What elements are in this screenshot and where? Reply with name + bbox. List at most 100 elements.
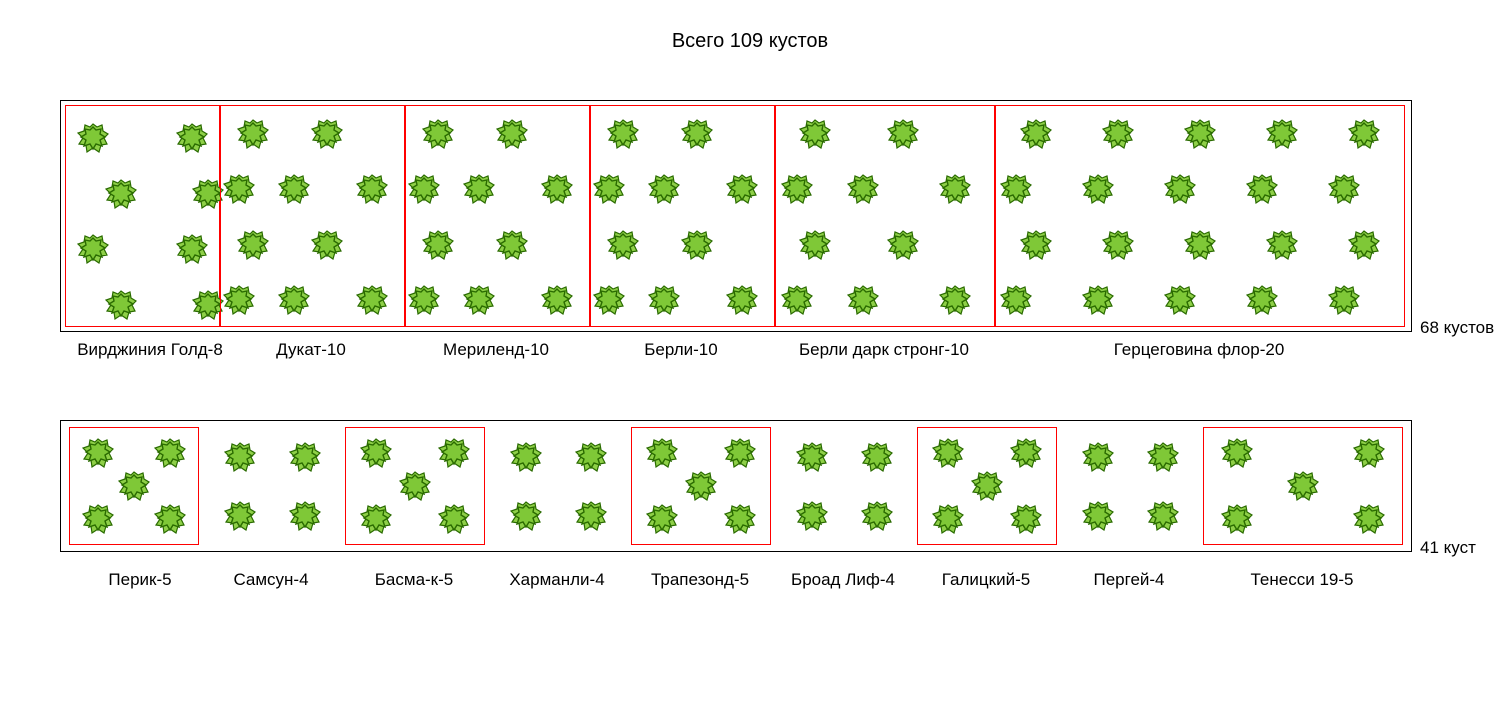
plant-icon	[575, 500, 607, 532]
plant-icon	[1348, 118, 1380, 150]
plant-icon	[224, 500, 256, 532]
plant-icon	[1348, 229, 1380, 261]
plant-icon	[646, 503, 678, 535]
plant-icon	[607, 229, 639, 261]
plant-icon	[681, 229, 713, 261]
plant-icon	[1246, 173, 1278, 205]
plant-icon	[192, 178, 224, 210]
plant-icon	[1164, 284, 1196, 316]
plant-icon	[681, 118, 713, 150]
plant-icon	[1102, 118, 1134, 150]
plant-icon	[726, 173, 758, 205]
plant-icon	[176, 233, 208, 265]
plant-icon	[237, 118, 269, 150]
plant-icon	[223, 284, 255, 316]
plant-icon	[1082, 284, 1114, 316]
plant-icon	[1082, 173, 1114, 205]
section-label: Дукат-10	[211, 340, 411, 360]
plant-icon	[575, 441, 607, 473]
plant-icon	[408, 173, 440, 205]
garden-bed-1	[60, 100, 1412, 332]
plant-icon	[1020, 229, 1052, 261]
plant-icon	[799, 118, 831, 150]
plant-icon	[939, 173, 971, 205]
plant-icon	[176, 122, 208, 154]
section-label: Тенесси 19-5	[1202, 570, 1402, 590]
section-label: Мериленд-10	[396, 340, 596, 360]
plant-icon	[541, 284, 573, 316]
plant-icon	[971, 470, 1003, 502]
plant-icon	[289, 441, 321, 473]
plant-icon	[1287, 470, 1319, 502]
plant-icon	[237, 229, 269, 261]
plant-icon	[685, 470, 717, 502]
plant-icon	[510, 441, 542, 473]
plant-icon	[781, 284, 813, 316]
plant-icon	[77, 233, 109, 265]
plant-icon	[408, 284, 440, 316]
section-label: Берли-10	[581, 340, 781, 360]
plant-icon	[1328, 173, 1360, 205]
plant-icon	[278, 173, 310, 205]
plant-icon	[796, 500, 828, 532]
plant-icon	[223, 173, 255, 205]
plant-icon	[356, 284, 388, 316]
plant-icon	[1147, 441, 1179, 473]
section-label: Пергей-4	[1029, 570, 1229, 590]
plant-icon	[118, 470, 150, 502]
plant-icon	[593, 173, 625, 205]
plant-icon	[932, 437, 964, 469]
plant-icon	[154, 437, 186, 469]
plant-icon	[1082, 500, 1114, 532]
plant-icon	[1147, 500, 1179, 532]
plant-icon	[105, 178, 137, 210]
plant-icon	[422, 118, 454, 150]
plant-icon	[82, 437, 114, 469]
garden-bed-2	[60, 420, 1412, 552]
plant-icon	[847, 173, 879, 205]
plant-icon	[1221, 503, 1253, 535]
plant-icon	[847, 284, 879, 316]
plant-icon	[724, 437, 756, 469]
plant-icon	[224, 441, 256, 473]
plant-icon	[422, 229, 454, 261]
plant-icon	[1246, 284, 1278, 316]
plant-icon	[360, 437, 392, 469]
plant-icon	[932, 503, 964, 535]
plant-icon	[1184, 118, 1216, 150]
plant-icon	[726, 284, 758, 316]
plant-icon	[1010, 503, 1042, 535]
section-label: Герцеговина флор-20	[1099, 340, 1299, 360]
plant-icon	[82, 503, 114, 535]
plant-icon	[1266, 229, 1298, 261]
plant-icon	[311, 229, 343, 261]
plant-icon	[1164, 173, 1196, 205]
bed2-total-label: 41 куст	[1420, 538, 1476, 558]
plant-icon	[463, 173, 495, 205]
plant-icon	[861, 441, 893, 473]
plant-icon	[496, 118, 528, 150]
plant-icon	[1010, 437, 1042, 469]
plant-icon	[724, 503, 756, 535]
plant-icon	[438, 503, 470, 535]
section-label: Берли дарк стронг-10	[784, 340, 984, 360]
plant-icon	[541, 173, 573, 205]
plant-icon	[1266, 118, 1298, 150]
plant-icon	[861, 500, 893, 532]
plant-icon	[939, 284, 971, 316]
plant-icon	[1353, 503, 1385, 535]
plant-icon	[1184, 229, 1216, 261]
plant-icon	[192, 289, 224, 321]
plant-icon	[887, 118, 919, 150]
plant-icon	[463, 284, 495, 316]
plant-icon	[1221, 437, 1253, 469]
plant-icon	[796, 441, 828, 473]
plant-icon	[154, 503, 186, 535]
plant-icon	[887, 229, 919, 261]
plant-icon	[311, 118, 343, 150]
plant-icon	[799, 229, 831, 261]
plant-icon	[289, 500, 321, 532]
plant-icon	[1353, 437, 1385, 469]
plant-icon	[1102, 229, 1134, 261]
plant-icon	[105, 289, 137, 321]
